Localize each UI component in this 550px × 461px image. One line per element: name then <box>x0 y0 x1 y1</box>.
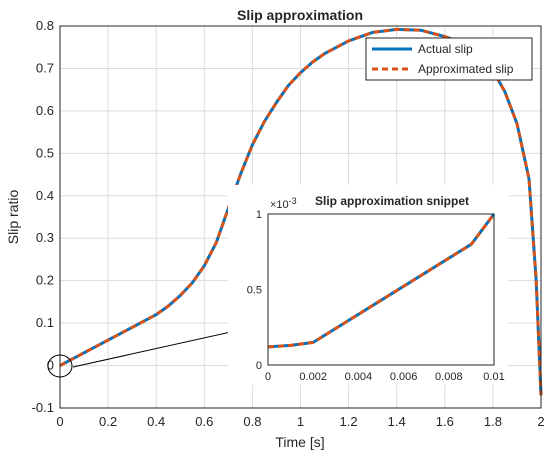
y-tick-label: 0.4 <box>36 188 54 203</box>
y-tick-label: 0.6 <box>36 103 54 118</box>
y-tick-label: -0.1 <box>32 400 54 415</box>
x-tick-label: 0.2 <box>99 414 117 429</box>
zoom-arrow-line <box>72 325 259 368</box>
inset-y-tick-label: 0 <box>256 360 262 372</box>
series-line-approximated-slip <box>59 27 543 396</box>
inset-background <box>228 185 508 385</box>
inset-title: Slip approximation snippet <box>315 194 469 208</box>
y-tick-label: 0.7 <box>36 60 54 75</box>
x-tick-label: 1.8 <box>484 414 502 429</box>
y-axis-label: Slip ratio <box>5 190 21 245</box>
y-tick-label: 0.3 <box>36 230 54 245</box>
y-tick-label: 0.1 <box>36 315 54 330</box>
inset-x-tick-labels: 0 0.002 0.004 0.006 0.008 0.01 <box>265 371 505 383</box>
legend-box <box>365 37 533 81</box>
legend-label-approximated-slip: Approximated slip <box>418 62 514 76</box>
inset-x-tick-label: 0.004 <box>345 371 373 383</box>
x-tick-label: 1.6 <box>436 414 454 429</box>
inset-line-approximated-slip <box>267 213 496 349</box>
inset-y-exponent: ×10-3 <box>270 196 297 211</box>
y-tick-label: 0 <box>47 358 54 373</box>
legend-label-actual-slip: Actual slip <box>418 42 473 56</box>
x-tick-label: 1.4 <box>388 414 406 429</box>
x-tick-label: 0.6 <box>195 414 213 429</box>
main-x-tick-labels: 0 0.2 0.4 0.6 0.8 1 1.2 1.4 1.6 1.8 2 <box>56 414 544 429</box>
inset-x-tick-label: 0.006 <box>390 371 418 383</box>
x-tick-label: 0 <box>56 414 63 429</box>
inset-x-tick-label: 0.008 <box>435 371 463 383</box>
inset-y-tick-label: 1 <box>256 209 262 221</box>
inset-series-lines <box>267 213 496 349</box>
inset-y-tick-label: 0.5 <box>247 285 262 297</box>
x-axis-label: Time [s] <box>275 434 324 450</box>
legend: Actual slip Approximated slip <box>365 37 533 81</box>
x-tick-label: 1.2 <box>340 414 358 429</box>
y-tick-label: 0.2 <box>36 273 54 288</box>
x-tick-label: 2 <box>537 414 544 429</box>
main-y-tick-labels: -0.1 0 0.1 0.2 0.3 0.4 0.5 0.6 0.7 0.8 <box>32 18 54 415</box>
inset-plot-frame <box>267 213 495 366</box>
x-tick-label: 1 <box>297 414 304 429</box>
inset-y-tick-labels: 00.51 <box>247 209 262 372</box>
y-tick-label: 0.8 <box>36 18 54 33</box>
zoom-circle-annotation <box>47 354 73 378</box>
x-tick-label: 0.8 <box>243 414 261 429</box>
main-plot-frame <box>59 25 542 409</box>
x-tick-label: 0.4 <box>147 414 165 429</box>
inset-x-tick-label: 0 <box>265 371 271 383</box>
y-tick-label: 0.5 <box>36 145 54 160</box>
chart-title: Slip approximation <box>237 7 363 23</box>
inset-x-tick-label: 0.01 <box>483 371 504 383</box>
inset-x-tick-label: 0.002 <box>299 371 327 383</box>
